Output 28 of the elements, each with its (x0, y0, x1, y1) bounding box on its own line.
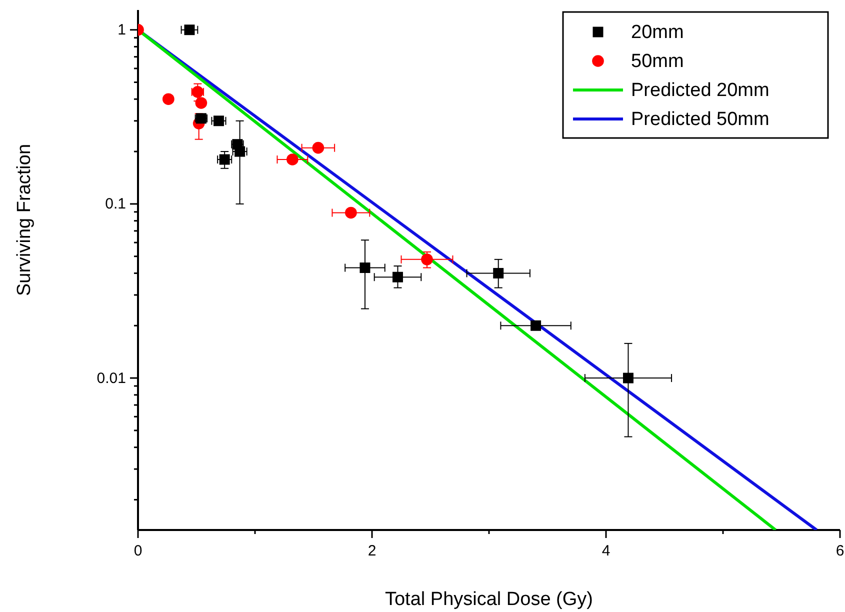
legend-label: 50mm (631, 51, 684, 72)
legend-label: 20mm (631, 22, 684, 43)
x-tick-label: 6 (836, 542, 844, 560)
point (162, 93, 174, 106)
point (421, 254, 433, 266)
y-tick-label: 1 (118, 22, 126, 39)
point (184, 24, 195, 36)
y-tick-label: 0.01 (96, 370, 126, 387)
x-axis-title: Total Physical Dose (Gy) (384, 589, 594, 610)
point (219, 154, 230, 165)
point (286, 154, 298, 166)
x-tick-label: 2 (368, 542, 376, 560)
point (530, 320, 542, 331)
x-tick-label: 4 (602, 542, 610, 560)
legend-label: Predicted 50mm (631, 109, 770, 130)
point (234, 146, 246, 157)
point (392, 272, 403, 282)
point (360, 262, 370, 273)
point (195, 97, 208, 109)
x-tick-label: 0 (134, 542, 142, 560)
point (622, 372, 634, 384)
point (345, 206, 357, 219)
y-axis-title: Surviving Fraction (14, 144, 35, 296)
point (312, 142, 324, 154)
point (493, 268, 504, 278)
point (213, 116, 224, 126)
legend-label: Predicted 20mm (631, 80, 770, 101)
y-tick-label: 0.1 (105, 196, 126, 213)
